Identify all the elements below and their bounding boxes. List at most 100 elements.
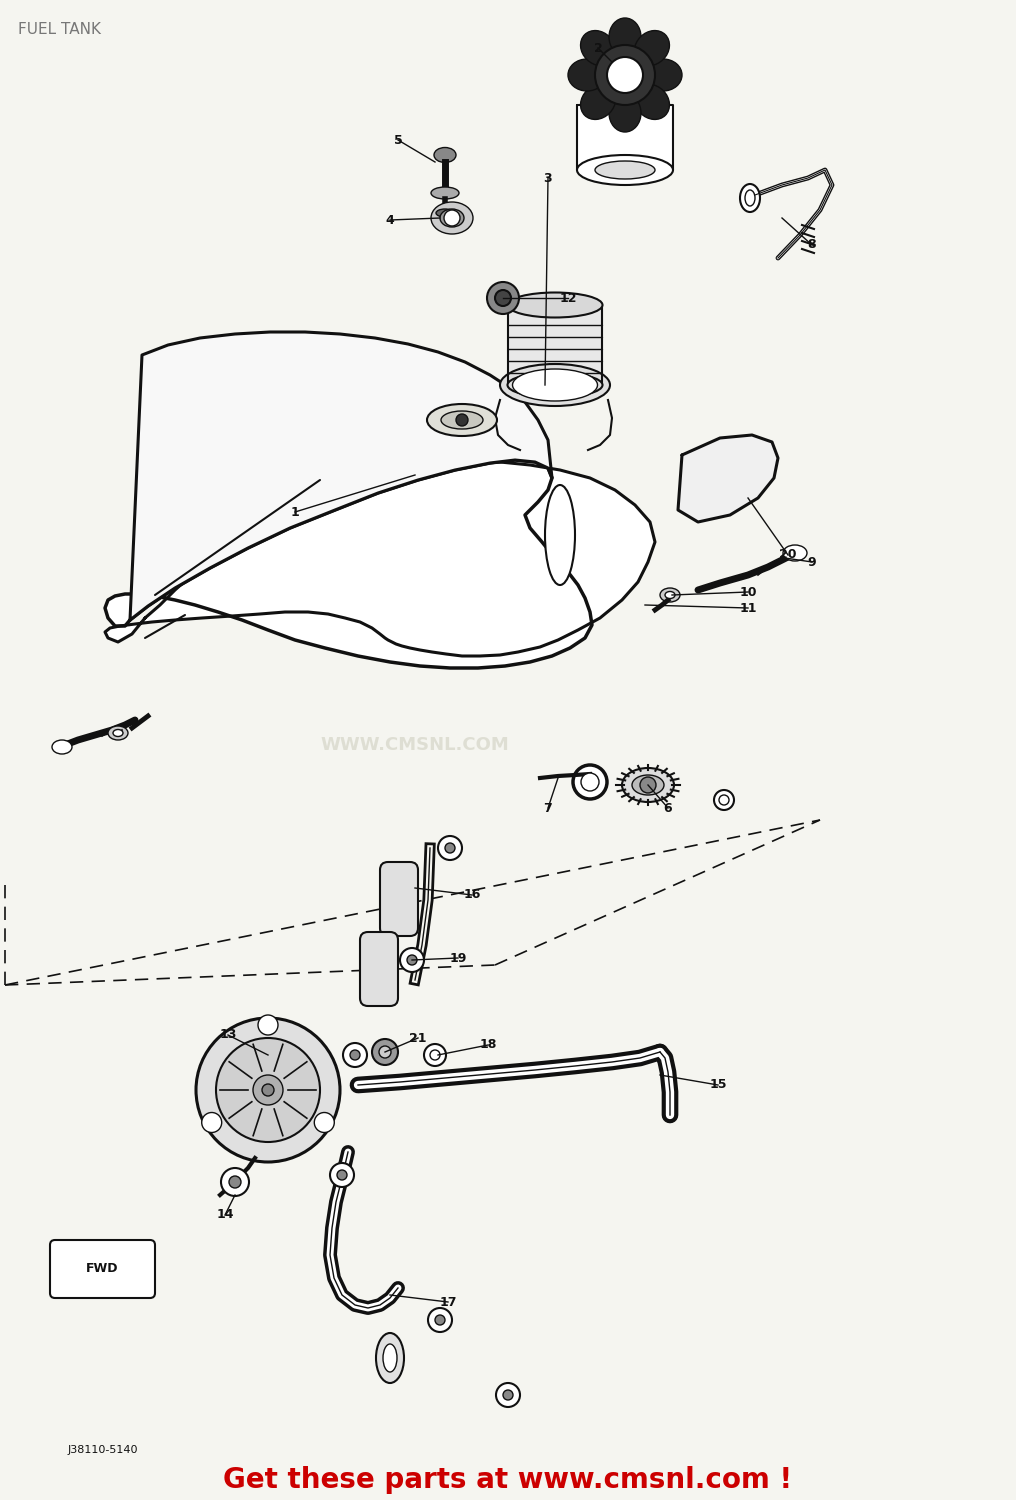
Ellipse shape: [660, 588, 680, 602]
Circle shape: [444, 210, 460, 226]
Text: 8: 8: [808, 238, 816, 252]
Ellipse shape: [580, 30, 616, 66]
Circle shape: [253, 1076, 283, 1106]
Text: 9: 9: [808, 555, 816, 568]
Circle shape: [438, 836, 462, 860]
Text: 16: 16: [463, 888, 481, 902]
Ellipse shape: [568, 58, 606, 92]
Circle shape: [430, 1050, 440, 1060]
Ellipse shape: [745, 190, 755, 206]
Circle shape: [400, 948, 424, 972]
Circle shape: [719, 795, 729, 806]
Ellipse shape: [512, 369, 597, 400]
Text: 4: 4: [386, 213, 394, 226]
Circle shape: [503, 1390, 513, 1400]
Ellipse shape: [436, 209, 454, 218]
Circle shape: [337, 1170, 347, 1180]
Ellipse shape: [434, 147, 456, 162]
Ellipse shape: [609, 18, 641, 56]
Text: 20: 20: [779, 549, 797, 561]
Circle shape: [607, 57, 643, 93]
Ellipse shape: [431, 202, 473, 234]
Circle shape: [202, 1113, 221, 1132]
Ellipse shape: [431, 188, 459, 200]
Ellipse shape: [740, 184, 760, 211]
Circle shape: [714, 790, 734, 810]
Circle shape: [496, 1383, 520, 1407]
Text: 10: 10: [740, 585, 757, 598]
Text: 15: 15: [709, 1078, 726, 1092]
Circle shape: [595, 45, 655, 105]
Ellipse shape: [427, 404, 497, 436]
Circle shape: [314, 1113, 334, 1132]
Text: 11: 11: [740, 602, 757, 615]
Circle shape: [196, 1019, 340, 1162]
Ellipse shape: [52, 740, 72, 754]
Ellipse shape: [581, 772, 599, 790]
Text: Get these parts at www.cmsnl.com !: Get these parts at www.cmsnl.com !: [224, 1466, 792, 1494]
FancyBboxPatch shape: [380, 862, 418, 936]
Text: 21: 21: [409, 1032, 427, 1044]
Text: 5: 5: [393, 134, 402, 147]
Text: 14: 14: [216, 1209, 234, 1221]
Text: 18: 18: [480, 1038, 497, 1052]
Ellipse shape: [108, 726, 128, 740]
Ellipse shape: [665, 591, 675, 598]
Ellipse shape: [545, 484, 575, 585]
Circle shape: [640, 777, 656, 794]
Text: J38110-5140: J38110-5140: [68, 1444, 138, 1455]
Circle shape: [229, 1176, 241, 1188]
Ellipse shape: [376, 1334, 404, 1383]
Ellipse shape: [508, 292, 602, 318]
Ellipse shape: [113, 729, 123, 736]
Circle shape: [435, 1316, 445, 1324]
Circle shape: [258, 1016, 278, 1035]
Text: 1: 1: [291, 506, 300, 519]
Ellipse shape: [634, 30, 670, 66]
Ellipse shape: [632, 776, 664, 795]
Ellipse shape: [644, 58, 682, 92]
Circle shape: [330, 1162, 354, 1186]
Ellipse shape: [634, 84, 670, 120]
Text: 2: 2: [593, 42, 602, 54]
Circle shape: [407, 956, 417, 964]
Ellipse shape: [440, 209, 464, 226]
Circle shape: [487, 282, 519, 314]
Polygon shape: [508, 304, 602, 386]
Text: 6: 6: [663, 801, 673, 814]
Text: FWD: FWD: [85, 1263, 118, 1275]
Ellipse shape: [580, 84, 616, 120]
FancyBboxPatch shape: [50, 1240, 155, 1298]
Ellipse shape: [622, 768, 674, 802]
Circle shape: [495, 290, 511, 306]
Circle shape: [343, 1042, 367, 1066]
Text: 19: 19: [449, 951, 466, 964]
Ellipse shape: [500, 364, 610, 407]
Circle shape: [424, 1044, 446, 1066]
Circle shape: [428, 1308, 452, 1332]
Polygon shape: [577, 105, 673, 170]
Text: 13: 13: [219, 1029, 237, 1041]
Circle shape: [445, 843, 455, 854]
Ellipse shape: [383, 1344, 397, 1372]
Circle shape: [372, 1040, 398, 1065]
Ellipse shape: [573, 765, 607, 800]
Text: 12: 12: [559, 291, 577, 304]
Polygon shape: [105, 460, 592, 668]
Circle shape: [350, 1050, 360, 1060]
Circle shape: [379, 1046, 391, 1058]
Circle shape: [456, 414, 468, 426]
Circle shape: [221, 1168, 249, 1196]
Ellipse shape: [595, 160, 655, 178]
FancyBboxPatch shape: [360, 932, 398, 1007]
Polygon shape: [105, 462, 655, 656]
Ellipse shape: [441, 411, 483, 429]
Ellipse shape: [783, 544, 807, 561]
Text: FUEL TANK: FUEL TANK: [18, 22, 101, 38]
Text: 7: 7: [544, 801, 553, 814]
Circle shape: [262, 1084, 274, 1096]
Circle shape: [216, 1038, 320, 1142]
Ellipse shape: [508, 372, 602, 398]
Text: WWW.CMSNL.COM: WWW.CMSNL.COM: [321, 736, 509, 754]
Ellipse shape: [577, 154, 673, 184]
